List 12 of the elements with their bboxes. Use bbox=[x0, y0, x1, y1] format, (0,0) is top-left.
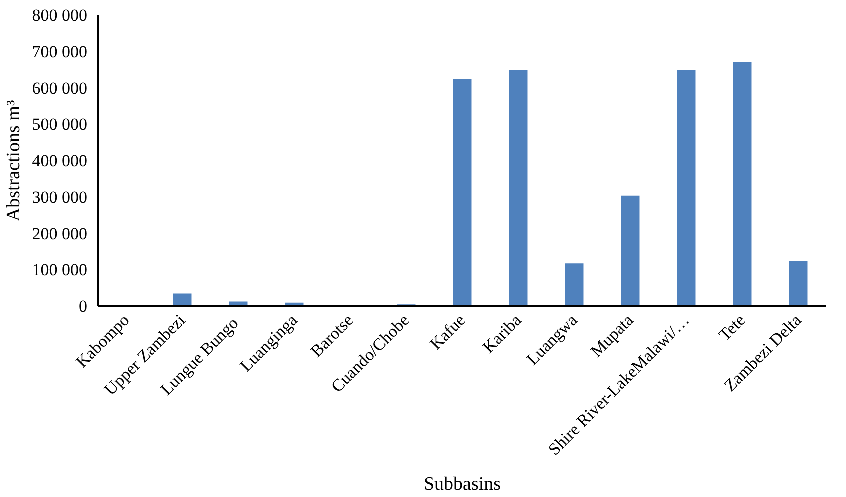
y-tick-label: 100 000 bbox=[32, 260, 88, 280]
y-tick-label: 300 000 bbox=[32, 188, 88, 207]
y-tick-label: 500 000 bbox=[32, 115, 88, 134]
x-tick-label: Tete bbox=[715, 310, 750, 345]
y-tick-label: 200 000 bbox=[32, 224, 88, 244]
y-axis-title: Abstractions m³ bbox=[3, 100, 24, 222]
x-axis-title: Subbasins bbox=[424, 474, 502, 495]
y-tick-label: 700 000 bbox=[32, 42, 88, 62]
y-tick-label: 0 bbox=[79, 297, 88, 316]
y-tick-label: 600 000 bbox=[32, 78, 88, 98]
y-tick-label: 400 000 bbox=[32, 152, 88, 170]
y-tick-label: 800 000 bbox=[32, 6, 88, 25]
